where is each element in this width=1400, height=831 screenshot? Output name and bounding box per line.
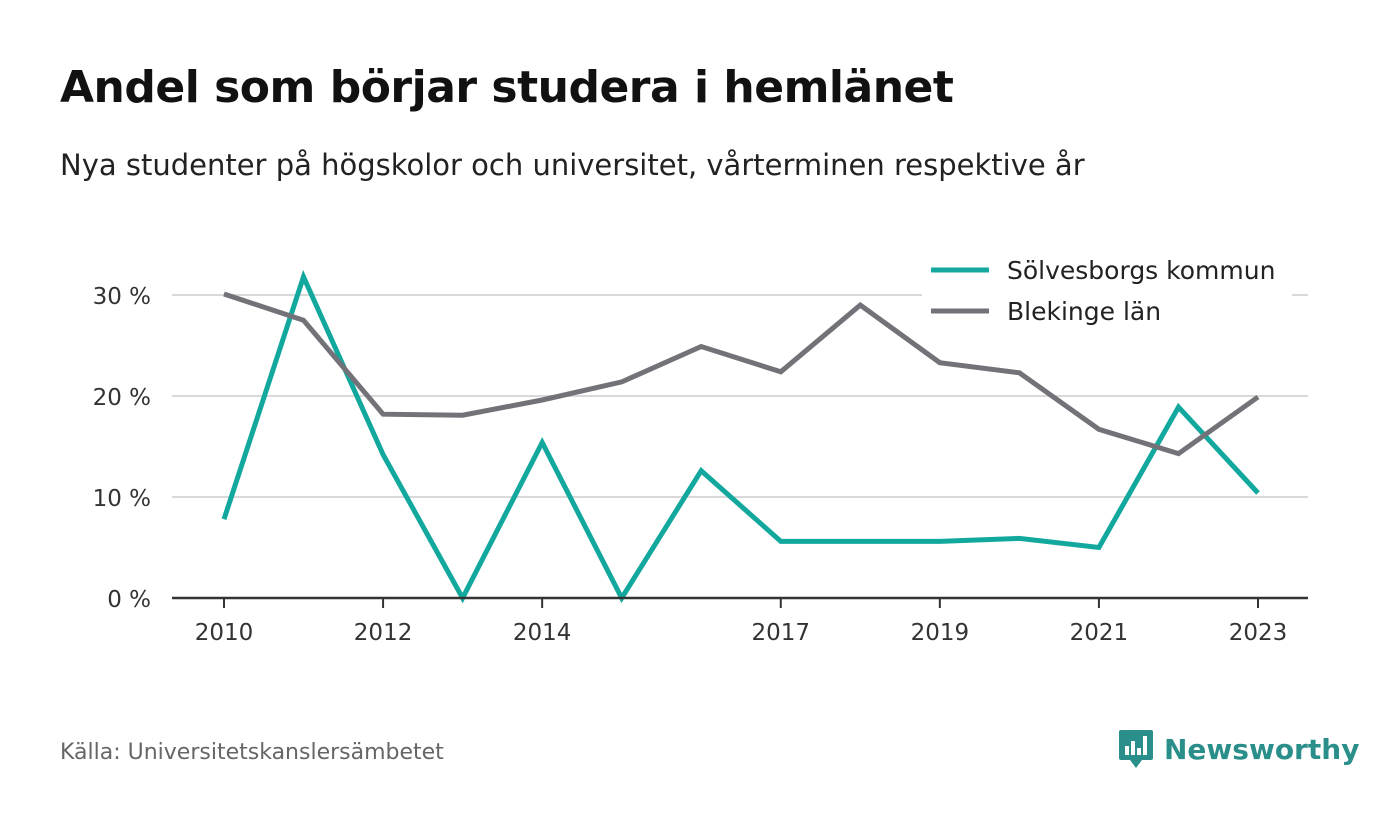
brand-name: Newsworthy <box>1164 732 1360 766</box>
x-tick-label: 2017 <box>751 620 810 646</box>
y-tick-label: 30 % <box>93 284 151 310</box>
chart-title: Andel som börjar studera i hemlänet <box>60 62 954 113</box>
y-tick-label: 20 % <box>93 385 151 411</box>
x-tick-label: 2021 <box>1070 620 1129 646</box>
chart-subtitle: Nya studenter på högskolor och universit… <box>60 148 1085 182</box>
axis-layer: 0 % 10 % 20 % 30 % 2010 2012 2014 2017 2019 2021 2… <box>93 284 1308 646</box>
series-line-1 <box>221 269 1260 604</box>
legend: Sölvesborgs kommun Blekinge län <box>922 248 1292 338</box>
x-tick-label: 2012 <box>354 620 413 646</box>
x-tick-label: 2014 <box>513 620 572 646</box>
source-note: Källa: Universitetskanslersämbetet <box>60 740 444 765</box>
legend-background <box>922 248 1292 338</box>
x-tick-label: 2010 <box>195 620 254 646</box>
x-tick-label: 2019 <box>911 620 970 646</box>
line-chart: 0 % 10 % 20 % 30 % 2010 2012 2014 2017 2019 2021 2… <box>92 248 1308 646</box>
bar-chart-badge-icon <box>1119 730 1153 768</box>
legend-label: Sölvesborgs kommun <box>1007 256 1275 285</box>
y-tick-label: 0 % <box>107 587 151 613</box>
series-line-2 <box>223 291 1260 457</box>
series-layer <box>221 269 1260 604</box>
legend-label: Blekinge län <box>1007 297 1161 326</box>
brand-logo: Newsworthy <box>1118 728 1359 770</box>
y-tick-label: 10 % <box>93 486 151 512</box>
x-tick-label: 2023 <box>1229 620 1288 646</box>
